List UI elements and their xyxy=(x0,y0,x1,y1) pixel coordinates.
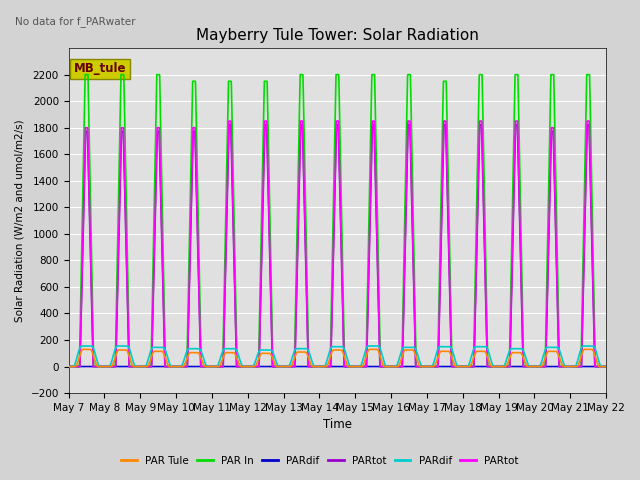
X-axis label: Time: Time xyxy=(323,419,352,432)
Title: Mayberry Tule Tower: Solar Radiation: Mayberry Tule Tower: Solar Radiation xyxy=(196,28,479,43)
Legend: PAR Tule, PAR In, PARdif, PARtot, PARdif, PARtot: PAR Tule, PAR In, PARdif, PARtot, PARdif… xyxy=(117,452,523,470)
Text: No data for f_PARwater: No data for f_PARwater xyxy=(15,16,136,27)
Text: MB_tule: MB_tule xyxy=(74,62,127,75)
Y-axis label: Solar Radiation (W/m2 and umol/m2/s): Solar Radiation (W/m2 and umol/m2/s) xyxy=(15,120,25,322)
